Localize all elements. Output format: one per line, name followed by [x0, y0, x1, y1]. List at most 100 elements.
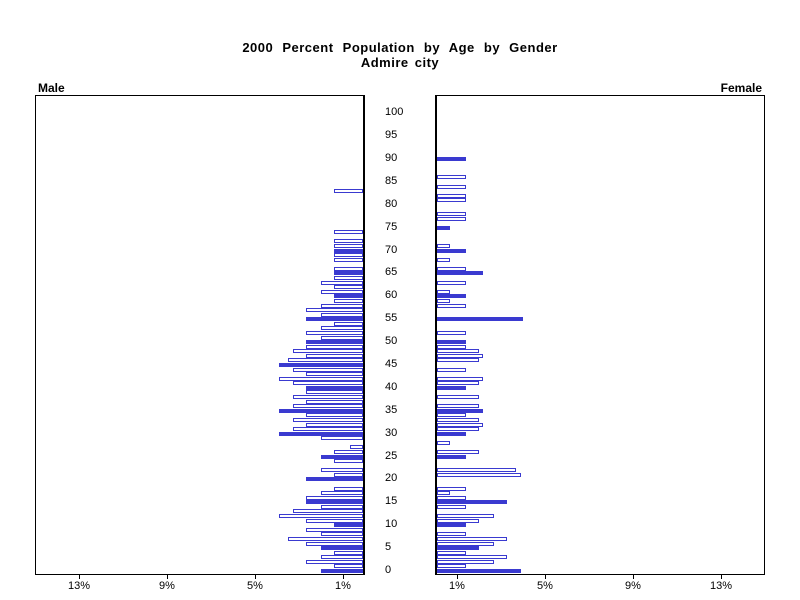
male-bar-age-3: [321, 555, 363, 560]
age-tick-label-55: 55: [385, 312, 398, 325]
female-plot-area: [435, 95, 765, 575]
age-tick-label-90: 90: [385, 152, 398, 165]
female-bar-age-77: [437, 216, 466, 221]
male-xtick-13-mark: [79, 575, 80, 579]
female-bar-age-41: [437, 381, 479, 386]
male-bar-age-6: [306, 541, 363, 546]
male-bar-age-40: [306, 385, 363, 390]
male-bar-age-1: [334, 564, 363, 569]
age-tick-label-20: 20: [385, 472, 398, 485]
male-bar-age-42: [279, 376, 363, 381]
female-bar-age-90: [437, 157, 466, 162]
male-bar-age-55: [306, 317, 363, 322]
female-bar-age-66: [437, 266, 466, 271]
male-bar-age-12: [279, 514, 363, 519]
age-tick-label-75: 75: [385, 220, 398, 233]
male-bar-age-64: [334, 276, 363, 281]
male-bar-age-72: [334, 239, 363, 244]
chart-subtitle: Admire city: [360, 55, 440, 70]
male-bar-age-74: [334, 230, 363, 235]
female-bar-age-81: [437, 198, 466, 203]
female-bar-age-49: [437, 344, 466, 349]
male-bar-age-20: [306, 477, 363, 482]
male-bar-age-11: [306, 518, 363, 523]
female-bar-age-25: [437, 454, 466, 459]
female-bar-age-32: [437, 422, 483, 427]
female-bar-age-4: [437, 550, 466, 555]
male-bar-age-59: [334, 298, 363, 303]
age-tick-label-30: 30: [385, 426, 398, 439]
male-bar-age-25: [321, 454, 363, 459]
female-bar-age-22: [437, 468, 516, 473]
male-bar-age-14: [321, 504, 363, 509]
male-bar-age-83: [334, 189, 363, 194]
male-bar-age-22: [321, 468, 363, 473]
male-bar-age-49: [306, 344, 363, 349]
female-bar-age-47: [437, 353, 483, 358]
male-bar-age-7: [288, 536, 363, 541]
male-bar-age-63: [321, 280, 363, 285]
female-bar-age-52: [437, 330, 466, 335]
male-bar-age-69: [334, 253, 363, 258]
female-bar-age-38: [437, 395, 479, 400]
age-tick-label-10: 10: [385, 518, 398, 531]
chart-title: 2000 Percent Population by Age by Gender: [242, 40, 558, 55]
male-bar-age-4: [334, 550, 363, 555]
male-plot-area: [35, 95, 365, 575]
male-bar-age-29: [321, 436, 363, 441]
female-bar-age-75: [437, 225, 450, 230]
male-bar-age-35: [279, 408, 363, 413]
male-bar-age-33: [293, 417, 363, 422]
female-bar-age-44: [437, 367, 466, 372]
male-xtick-5-mark: [255, 575, 256, 579]
male-bar-age-41: [293, 381, 363, 386]
male-bar-age-54: [334, 321, 363, 326]
female-bar-age-61: [437, 289, 450, 294]
male-bar-age-47: [306, 353, 363, 358]
male-bar-age-31: [293, 427, 363, 432]
age-tick-label-70: 70: [385, 243, 398, 256]
male-panel-label: Male: [38, 81, 65, 95]
female-bar-age-33: [437, 417, 479, 422]
female-bar-age-68: [437, 257, 450, 262]
male-bar-age-56: [321, 312, 363, 317]
male-bar-age-9: [306, 527, 363, 532]
female-bar-age-48: [437, 349, 479, 354]
male-bar-age-44: [293, 367, 363, 372]
male-bar-age-66: [334, 266, 363, 271]
female-bar-age-16: [437, 495, 466, 500]
male-bar-age-26: [334, 449, 363, 454]
female-bar-age-31: [437, 427, 479, 432]
age-tick-label-95: 95: [385, 129, 398, 142]
female-bar-age-1: [437, 564, 466, 569]
male-bar-age-60: [334, 294, 363, 299]
female-bar-age-6: [437, 541, 494, 546]
male-bar-age-8: [321, 532, 363, 537]
male-bar-age-52: [306, 330, 363, 335]
male-bar-age-38: [293, 395, 363, 400]
female-bar-age-42: [437, 376, 483, 381]
female-bar-age-70: [437, 248, 466, 253]
male-bar-age-30: [279, 431, 363, 436]
female-xtick-9: 9%: [625, 580, 641, 592]
female-bar-age-5: [437, 546, 479, 551]
male-bar-age-18: [334, 486, 363, 491]
male-bar-age-37: [306, 399, 363, 404]
female-xtick-9-mark: [633, 575, 634, 579]
female-bar-age-58: [437, 303, 466, 308]
male-bar-age-50: [306, 340, 363, 345]
female-panel-label: Female: [720, 81, 762, 95]
male-bar-age-70: [334, 248, 363, 253]
age-tick-label-65: 65: [385, 266, 398, 279]
male-bar-age-13: [293, 509, 363, 514]
male-bar-age-46: [288, 358, 363, 363]
female-bar-age-59: [437, 298, 450, 303]
age-tick-label-15: 15: [385, 495, 398, 508]
female-bar-age-8: [437, 532, 466, 537]
age-tick-label-5: 5: [385, 541, 392, 554]
male-xtick-9: 9%: [159, 580, 175, 592]
male-bar-age-34: [306, 413, 363, 418]
female-bar-age-78: [437, 211, 466, 216]
female-xtick-1-mark: [457, 575, 458, 579]
